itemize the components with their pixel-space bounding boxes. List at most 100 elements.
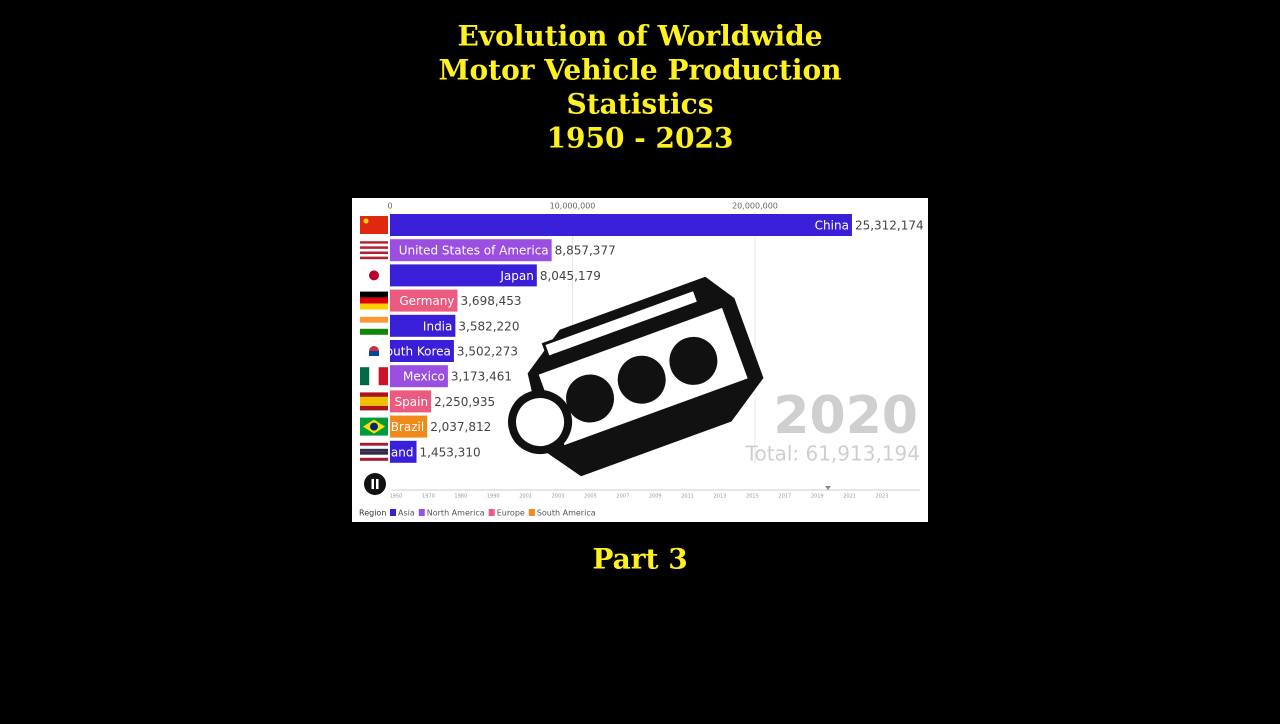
cylinder xyxy=(617,355,666,404)
bar-label: Germany xyxy=(399,294,454,308)
value-label: 25,312,174 xyxy=(855,219,924,233)
year-label: 2020 xyxy=(773,386,918,446)
timeline-label: 2011 xyxy=(681,494,694,500)
total-label: Total: 61,913,194 xyxy=(745,442,920,466)
bar xyxy=(390,214,852,236)
flag-stripe xyxy=(360,405,388,411)
bar xyxy=(390,415,428,438)
engine-illustration xyxy=(508,276,764,477)
flag-stripe xyxy=(369,367,379,386)
flag-emblem xyxy=(369,270,379,281)
pause-icon xyxy=(371,479,374,489)
timeline-label: 2013 xyxy=(714,494,727,500)
flag-stripe xyxy=(360,246,388,249)
flag-stripe xyxy=(360,448,388,452)
timeline-label: 2007 xyxy=(616,494,629,500)
bar xyxy=(390,289,458,312)
timeline-label: 2021 xyxy=(843,494,856,500)
x-tick-label: 10,000,000 xyxy=(550,202,596,211)
legend-label: Asia xyxy=(398,509,415,518)
flag-stripe xyxy=(360,254,388,257)
flag-stripe xyxy=(360,291,388,298)
flag-stripe xyxy=(360,451,388,455)
flag-stripe xyxy=(360,401,388,406)
legend-swatch xyxy=(418,509,425,516)
cylinder xyxy=(669,336,718,385)
timeline-label: 1950 xyxy=(390,494,403,500)
bar xyxy=(390,239,552,262)
timeline-label: 1970 xyxy=(422,494,435,500)
flag-stripe xyxy=(360,396,388,402)
legend-swatch xyxy=(390,509,396,516)
flywheel xyxy=(508,390,573,455)
bar xyxy=(390,340,454,362)
value-label: 1,453,310 xyxy=(420,445,481,459)
flag-stripe xyxy=(360,256,388,260)
bar xyxy=(390,264,537,287)
value-label: 3,698,453 xyxy=(460,294,521,308)
flag-emblem xyxy=(369,351,379,356)
value-label: 3,582,220 xyxy=(458,319,519,333)
flag-stripe xyxy=(360,243,388,247)
title-line: Evolution of Worldwide xyxy=(457,20,822,53)
flag-emblem xyxy=(370,422,378,431)
bar-label: Japan xyxy=(499,269,533,283)
flag-stripe xyxy=(360,316,388,323)
flag-stripe xyxy=(360,216,388,234)
timeline-label: 1980 xyxy=(454,494,467,500)
pause-button[interactable] xyxy=(364,473,386,495)
bar-label: China xyxy=(815,219,849,233)
flag-stripe xyxy=(360,322,388,329)
flag-stripe xyxy=(360,251,388,255)
timeline-marker xyxy=(825,486,831,490)
bar-label: Spain xyxy=(395,395,429,409)
timeline-label: 2019 xyxy=(811,494,824,500)
flag-stripe xyxy=(360,454,388,458)
bar-label: Brazil xyxy=(391,420,425,434)
bar xyxy=(390,390,432,413)
engine-top xyxy=(541,287,701,360)
cylinder xyxy=(566,374,615,423)
value-label: 2,250,935 xyxy=(434,395,495,409)
flag-emblem xyxy=(363,218,369,224)
value-label: 3,173,461 xyxy=(451,370,512,384)
timeline-label: 2001 xyxy=(519,494,532,500)
legend-swatch xyxy=(488,509,495,516)
flag-stripe xyxy=(360,442,388,446)
legend-label: Europe xyxy=(497,509,525,518)
flag-stripe xyxy=(360,248,388,252)
flag-stripe xyxy=(378,367,388,386)
flag-stripe xyxy=(360,303,388,310)
value-label: 2,037,812 xyxy=(430,420,491,434)
legend-title: Region xyxy=(359,509,386,518)
legend-label: South America xyxy=(537,509,596,518)
title-line: 1950 - 2023 xyxy=(547,122,734,155)
x-tick-label: 0 xyxy=(387,202,392,211)
flag-stripe xyxy=(360,328,388,335)
timeline-label: 2009 xyxy=(649,494,662,500)
bar-label: South Korea xyxy=(378,345,451,359)
caption: Part 3 xyxy=(592,543,687,576)
value-label: 3,502,273 xyxy=(457,345,518,359)
timeline-label: 2023 xyxy=(876,494,889,500)
flag-stripe xyxy=(360,392,388,397)
timeline-label: 1990 xyxy=(487,494,500,500)
title-line: Motor Vehicle Production xyxy=(438,54,841,87)
timeline-label: 2017 xyxy=(778,494,791,500)
bar-label: Mexico xyxy=(403,370,445,384)
bar-label: Thailand xyxy=(361,445,414,459)
bar-label: United States of America xyxy=(399,244,549,258)
timeline-label: 2003 xyxy=(552,494,565,500)
legend-label: North America xyxy=(427,509,485,518)
value-label: 8,857,377 xyxy=(555,244,616,258)
bar xyxy=(390,314,456,337)
flag-stripe xyxy=(360,241,388,244)
flag-stripe xyxy=(360,297,388,304)
flag-stripe xyxy=(360,457,388,461)
title-line: Statistics xyxy=(566,88,713,121)
bar xyxy=(390,440,417,463)
flag-stripe xyxy=(360,367,370,386)
timeline-label: 2005 xyxy=(584,494,597,500)
value-label: 8,045,179 xyxy=(540,269,601,283)
